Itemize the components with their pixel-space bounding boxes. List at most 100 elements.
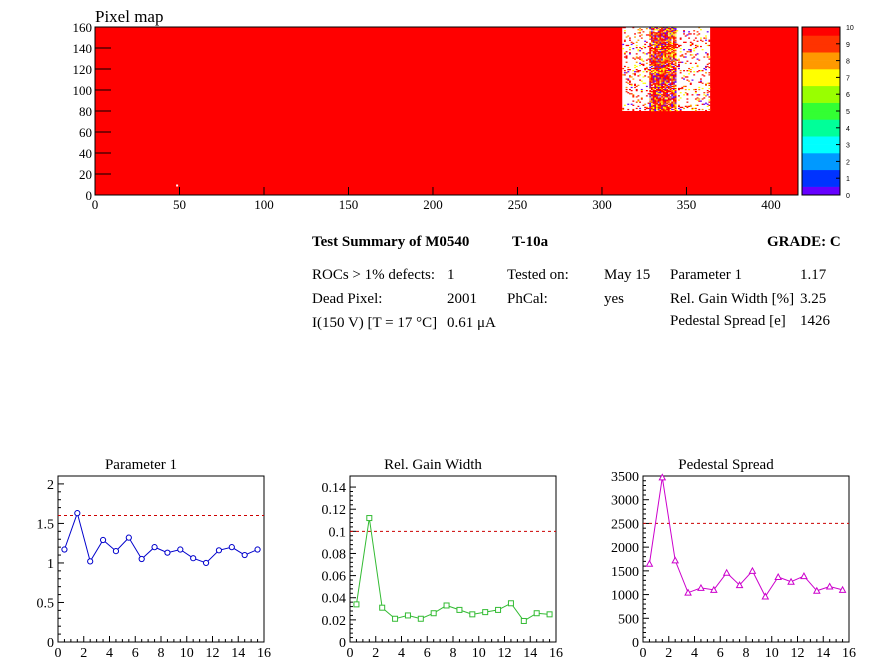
hot-pixel <box>662 57 665 59</box>
hot-pixel <box>674 100 677 102</box>
hot-pixel <box>644 69 647 71</box>
hot-pixel <box>639 74 642 76</box>
hot-pixel <box>708 40 711 42</box>
hot-pixel <box>669 84 672 86</box>
hot-pixel <box>671 33 674 35</box>
hot-pixel <box>639 56 642 58</box>
hot-pixel <box>671 108 674 111</box>
hot-pixel <box>679 72 682 74</box>
hot-pixel <box>661 77 664 79</box>
hot-pixel <box>671 74 674 76</box>
hot-pixel <box>661 39 664 41</box>
hot-pixel <box>644 108 647 111</box>
hot-pixel <box>664 60 667 62</box>
hot-pixel <box>699 78 702 80</box>
y-tick-label: 2000 <box>611 541 639 556</box>
y-tick-label: 0.12 <box>322 503 347 518</box>
hot-pixel <box>693 107 696 110</box>
hot-pixel <box>650 86 653 89</box>
hot-pixel <box>659 57 662 59</box>
data-point <box>404 612 411 619</box>
hot-pixel <box>657 55 660 57</box>
y-tick-label: 40 <box>79 146 92 161</box>
data-point <box>430 610 437 617</box>
hot-pixel <box>654 34 657 36</box>
hot-pixel <box>656 82 658 84</box>
hot-pixel <box>635 46 638 49</box>
hot-pixel <box>666 31 669 33</box>
hot-pixel <box>657 36 660 38</box>
hot-pixel <box>622 48 625 50</box>
data-point <box>838 585 847 593</box>
hot-pixel <box>679 37 682 39</box>
hot-pixel <box>656 88 658 91</box>
hot-pixel <box>672 63 675 65</box>
hot-pixel <box>649 87 652 90</box>
hot-pixel <box>705 65 707 68</box>
hot-pixel <box>666 96 669 98</box>
hot-pixel <box>649 90 652 92</box>
x-tick-label: 0 <box>640 646 647 661</box>
hot-pixel <box>659 75 662 77</box>
hot-pixel <box>664 30 667 32</box>
hot-pixel <box>627 79 630 81</box>
hot-pixel <box>642 64 645 67</box>
hot-pixel <box>664 61 667 63</box>
hot-pixel <box>667 43 670 46</box>
hot-pixel <box>686 76 689 78</box>
data-point <box>164 549 171 556</box>
hot-pixel <box>679 97 682 99</box>
hot-pixel <box>664 104 667 106</box>
hot-pixel <box>661 66 664 69</box>
hot-pixel <box>654 45 657 48</box>
hot-pixel <box>649 69 652 71</box>
hot-pixel <box>671 104 674 106</box>
hot-pixel <box>662 98 665 100</box>
hot-pixel <box>644 67 647 70</box>
hot-pixel <box>691 66 694 69</box>
hot-pixel <box>667 107 670 110</box>
hot-pixel <box>676 43 679 46</box>
hot-pixel <box>656 27 658 29</box>
hot-pixel <box>662 101 665 103</box>
data-point <box>202 559 210 567</box>
hot-pixel <box>656 50 658 52</box>
hot-pixel <box>637 71 640 73</box>
hot-pixel <box>661 54 664 56</box>
hot-pixel <box>683 33 685 35</box>
hot-pixel <box>696 104 699 106</box>
hot-pixel <box>662 83 665 85</box>
hot-pixel <box>708 66 711 69</box>
hot-pixel <box>657 84 660 86</box>
x-tick-label: 14 <box>523 646 537 661</box>
hot-pixel <box>650 101 653 103</box>
hot-pixel <box>656 44 658 47</box>
hot-pixel <box>650 43 653 46</box>
hot-pixel <box>654 106 657 109</box>
hot-pixel <box>656 65 658 68</box>
hot-pixel <box>650 54 653 56</box>
hot-pixel <box>656 64 658 67</box>
hot-pixel <box>669 100 672 102</box>
hot-pixel <box>699 45 702 48</box>
x-tick-label: 16 <box>549 646 563 661</box>
hot-pixel <box>672 37 675 39</box>
hot-pixel <box>661 30 664 32</box>
hot-pixel <box>650 79 653 81</box>
hot-pixel <box>659 56 662 58</box>
hot-pixel <box>669 75 672 77</box>
hot-pixel <box>654 94 657 96</box>
hot-pixel <box>659 61 662 63</box>
x-tick-label: 10 <box>765 646 779 661</box>
hot-pixel <box>649 28 652 30</box>
hot-pixel <box>652 108 655 111</box>
hot-pixel <box>664 62 667 64</box>
hot-pixel <box>669 104 672 106</box>
hot-pixel <box>661 48 664 50</box>
hot-pixel <box>686 60 689 62</box>
hot-pixel <box>664 34 667 36</box>
hot-pixel <box>637 100 640 102</box>
hot-pixel <box>679 61 682 63</box>
hot-pixel <box>666 44 669 47</box>
hot-pixel <box>635 107 638 110</box>
